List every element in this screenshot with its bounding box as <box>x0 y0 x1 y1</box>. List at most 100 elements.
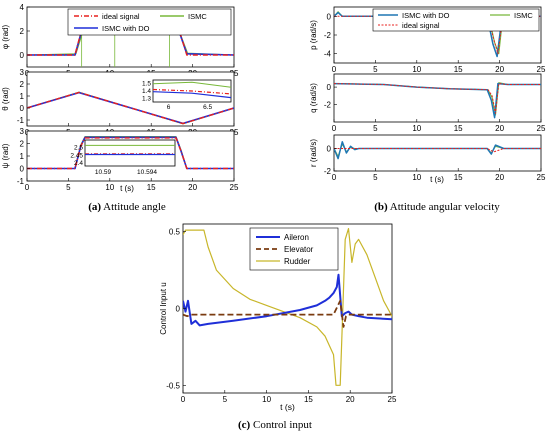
chart-a-inset-theta-ismc <box>152 81 232 88</box>
chart-a-panel-1-ytick-label: 1 <box>20 92 25 101</box>
chart-a-panel-2-ytick-label: -1 <box>17 177 25 186</box>
chart-c-series-rudder <box>183 228 392 386</box>
chart-a-panel-2-ytick-label: 0 <box>20 165 25 174</box>
chart-a-inset-psi-frame <box>84 139 176 167</box>
chart-a-inset-psi-xtick: 10.594 <box>137 169 157 176</box>
caption-c-label: (c) <box>238 419 251 431</box>
chart-b-panel-1-series-0 <box>334 82 541 119</box>
caption-a-label: (a) <box>88 201 101 213</box>
chart-c-legend-entry: Elevator <box>284 245 314 254</box>
chart-c-xtick-label: 5 <box>223 395 228 404</box>
chart-b-panel-0-xtick-label: 20 <box>495 65 504 74</box>
caption-c: (c) Control input <box>238 419 312 431</box>
chart-c-ytick-label: 0.5 <box>169 228 181 237</box>
chart-a-panel-2-ytick-label: 1 <box>20 152 25 161</box>
caption-b-text: Attitude angular velocity <box>388 201 501 213</box>
chart-b-panel-2-ytick-label: 0 <box>327 145 332 154</box>
chart-a-panel-2-series-0 <box>27 137 234 170</box>
chart-b-panel-0-ytick-label: -4 <box>324 50 332 59</box>
caption-c-text: Control input <box>250 419 312 431</box>
chart-b-panel-1-xtick-label: 0 <box>332 124 337 133</box>
chart-c-xtick-label: 15 <box>304 395 313 404</box>
chart-b-panel-2-xtick-label: 20 <box>495 173 504 182</box>
chart-a-inset-psi-xtick: 10.59 <box>95 169 112 176</box>
chart-b-panel-0-xtick-label: 0 <box>332 65 337 74</box>
chart-a-panel-0-ytick-label: 4 <box>20 3 25 12</box>
chart-b-xlabel: t (s) <box>430 175 444 184</box>
chart-b-panel-1-xtick-label: 10 <box>412 124 421 133</box>
chart-b-panel-1-xtick-label: 5 <box>373 124 378 133</box>
chart-a-legend-entry: ISMC <box>188 12 207 21</box>
chart-a-panel-2-ytick-label: 2 <box>20 140 25 149</box>
chart-a-inset-psi-ytick: 2.5 <box>74 145 83 152</box>
chart-b-panel-2-frame <box>333 134 542 172</box>
chart-a-xlabel: t (s) <box>120 184 134 193</box>
chart-b-panel-2-xtick-label: 0 <box>332 173 337 182</box>
chart-a-panel-2-ylabel: ψ (rad) <box>1 143 10 168</box>
chart-b-panel-1-xtick-label: 20 <box>495 124 504 133</box>
chart-b-panel-0-ytick-label: -2 <box>324 31 332 40</box>
chart-a-panel-0-ytick-label: 0 <box>20 51 25 60</box>
chart-b-panel-1-ylabel: q (rad/s) <box>309 83 318 113</box>
chart-b-panel-0-xtick-label: 25 <box>537 65 546 74</box>
chart-a-panel-2-xtick-label: 10 <box>105 183 114 192</box>
chart-b-panel-0-xtick-label: 5 <box>373 65 378 74</box>
chart-a-legend-entry: ISMC with DO <box>102 24 150 33</box>
chart-b-panel-1-series-2 <box>334 83 541 114</box>
chart-c-ylabel: Control Input u <box>159 282 168 334</box>
chart-a-panel-2-ytick-label: 3 <box>20 127 25 136</box>
chart-b-panel-0-xtick-label: 15 <box>454 65 463 74</box>
chart-b-legend-entry: ISMC <box>514 11 533 20</box>
chart-c-xlabel: t (s) <box>280 402 295 412</box>
chart-c-xtick-label: 10 <box>262 395 271 404</box>
chart-a-panel-2-xtick-label: 0 <box>25 183 30 192</box>
chart-c-xtick-label: 20 <box>346 395 355 404</box>
chart-b-panel-2-xtick-label: 15 <box>454 173 463 182</box>
chart-b-panel-0-xtick-label: 10 <box>412 65 421 74</box>
chart-b-panel-2-series-2 <box>334 148 541 153</box>
chart-b-panel-2-ylabel: r (rad/s) <box>309 139 318 167</box>
chart-b-panel-2-xtick-label: 10 <box>412 173 421 182</box>
chart-b-panel-2-ytick-label: -2 <box>324 167 332 176</box>
chart-a-inset-theta-ytick: 1.3 <box>142 95 151 102</box>
chart-a-legend-box <box>67 8 232 36</box>
chart-a-panel-2-xtick-label: 15 <box>147 183 156 192</box>
chart-c-series-aileron <box>183 273 392 327</box>
chart-a-panel-0-ylabel: φ (rad) <box>1 25 10 50</box>
chart-c-ytick-label: 0 <box>176 305 181 314</box>
chart-a-legend-entry: ideal signal <box>102 12 140 21</box>
chart-b-panel-1-frame <box>333 73 542 123</box>
chart-b-panel-0-ylabel: p (rad/s) <box>309 20 318 50</box>
chart-a-panel-1-ytick-label: 0 <box>20 104 25 113</box>
chart-b-panel-1-ytick-label: 0 <box>327 83 332 92</box>
chart-a-inset-theta-ideal <box>152 88 232 95</box>
chart-a-inset-psi-ytick: 2.4 <box>74 160 83 167</box>
chart-b-panel-1-xtick-label: 15 <box>454 124 463 133</box>
chart-a-panel-1-ytick-label: 2 <box>20 80 25 89</box>
chart-b-legend-entry: ISMC with DO <box>402 11 450 20</box>
chart-c-legend-entry: Aileron <box>284 233 309 242</box>
chart-c-xtick-label: 0 <box>181 395 186 404</box>
chart-b-legend-entry: ideal signal <box>402 21 440 30</box>
chart-c-ytick-label: -0.5 <box>166 381 180 390</box>
chart-a-panel-0-ytick-label: 2 <box>20 27 25 36</box>
chart-a-panel-2-xtick-label: 25 <box>230 183 239 192</box>
chart-a-inset-theta-ismcdo <box>152 91 232 99</box>
caption-a: (a) Attitude angle <box>88 201 166 213</box>
chart-a-panel-1-series-0 <box>27 91 234 125</box>
caption-b: (b) Attitude angular velocity <box>374 201 500 213</box>
chart-a-panel-2-xtick-label: 5 <box>66 183 71 192</box>
chart-b-panel-1-ytick-label: -2 <box>324 101 332 110</box>
chart-a-panel-1-ytick-label: 3 <box>20 68 25 77</box>
chart-a-inset-theta-xtick: 6.5 <box>203 104 212 111</box>
chart-c-xtick-label: 25 <box>388 395 397 404</box>
chart-b-panel-2-xtick-label: 5 <box>373 173 378 182</box>
chart-a-panel-2-xtick-label: 20 <box>188 183 197 192</box>
chart-a-inset-theta-ytick: 1.5 <box>142 81 151 88</box>
chart-a-inset-theta-xtick: 6 <box>167 104 171 111</box>
caption-b-label: (b) <box>374 201 388 213</box>
chart-a-inset-psi-ytick: 2.45 <box>70 152 83 159</box>
chart-b-panel-0-ytick-label: 0 <box>327 12 332 21</box>
chart-c-legend-entry: Rudder <box>284 257 311 266</box>
caption-a-text: Attitude angle <box>101 201 166 213</box>
